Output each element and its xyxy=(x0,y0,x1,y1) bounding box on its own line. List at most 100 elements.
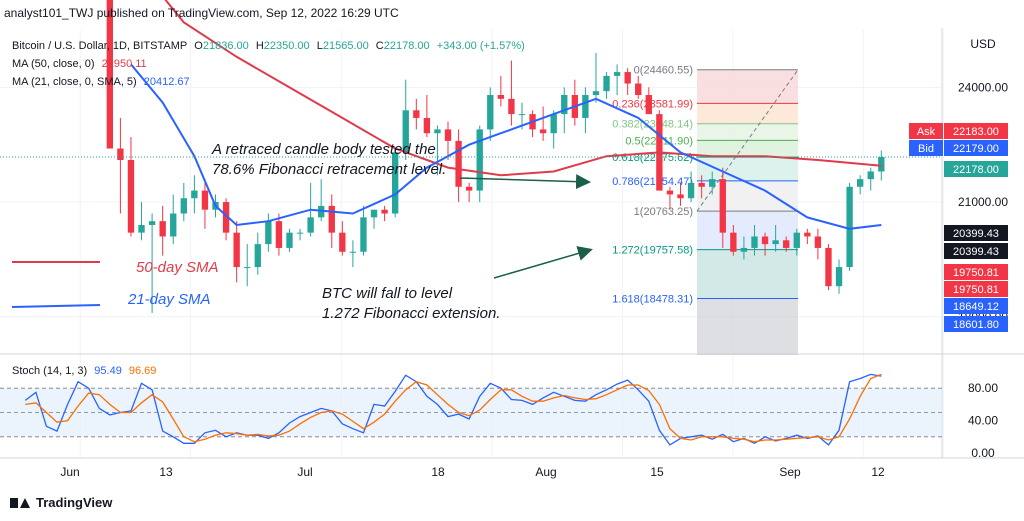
fibonacci-retracement[interactable]: 0(24460.55) 0.236(23581.99) 0.382(23048.14… xyxy=(612,65,799,355)
candle-body xyxy=(592,91,600,95)
candle-body xyxy=(434,129,441,134)
candle-body xyxy=(349,251,357,253)
candle-body xyxy=(402,110,409,153)
fib-level-label: 1.272(19757.58) xyxy=(612,245,693,257)
fib-zone xyxy=(697,211,798,250)
candle-body xyxy=(465,186,473,191)
low-value: L21565.00 xyxy=(316,40,369,52)
candle-body xyxy=(740,247,748,252)
fib-level-label: 1.618(18478.31) xyxy=(612,293,693,305)
candle-body xyxy=(550,114,557,134)
price-tag-name: Bid xyxy=(918,143,934,155)
fib-zone-bottom xyxy=(697,298,798,355)
fib-zone xyxy=(697,69,798,104)
candle-body xyxy=(666,190,674,195)
candle-body xyxy=(370,209,378,218)
candle-body xyxy=(265,221,272,245)
candle-body xyxy=(698,182,705,187)
fib-level-label: 0(24460.55) xyxy=(634,65,693,77)
price-tag-bg xyxy=(944,281,1008,297)
price-tick-label: 21000.00 xyxy=(958,195,1008,209)
candle-body xyxy=(328,205,335,233)
stoch-tick-label: 40.00 xyxy=(968,414,998,428)
candle-body xyxy=(423,117,431,134)
candle-body xyxy=(487,95,494,130)
candle-body xyxy=(244,267,251,269)
candle-body xyxy=(613,72,621,76)
stoch-tick-label: 80.00 xyxy=(968,381,998,395)
time-tick-label: Aug xyxy=(535,465,556,479)
candle-body xyxy=(254,244,261,268)
ma21-label-line xyxy=(11,304,101,308)
candle-body xyxy=(170,213,177,237)
ma21-annotation: 21-day SMA xyxy=(127,291,211,308)
ma50-annotation: 50-day SMA xyxy=(136,259,219,276)
candle-body xyxy=(857,179,864,187)
candle-body xyxy=(687,182,695,199)
price-tags: Ask 22183.00 Bid 22179.00 22178.00 20399.43 20… xyxy=(909,123,1008,332)
ma21-legend[interactable]: MA (21, close, 0, SMA, 5) 20412.67 xyxy=(12,76,194,88)
candle-body xyxy=(127,160,135,233)
candle-body xyxy=(624,72,631,84)
candle-body xyxy=(296,232,304,234)
candle-body xyxy=(878,157,885,172)
candle-body xyxy=(201,190,209,210)
candle-body xyxy=(117,148,124,160)
candle-body xyxy=(106,0,113,149)
price-tag-name: Ask xyxy=(917,126,936,138)
time-tick-label: 15 xyxy=(650,465,664,479)
candle-body xyxy=(138,225,145,233)
stoch-k-line xyxy=(24,373,882,446)
time-axis[interactable]: Jun 13 Jul 18 Aug 15 Sep 12 xyxy=(60,465,885,479)
candle-body xyxy=(518,114,526,116)
stoch-legend[interactable]: Stoch (14, 1, 3) 95.49 96.69 xyxy=(12,365,160,377)
price-tag-bg xyxy=(944,264,1008,280)
candle-body xyxy=(846,186,853,268)
time-tick-label: Jun xyxy=(60,465,79,479)
fib-level-label: 0.382(23048.14) xyxy=(612,119,693,131)
tradingview-logo[interactable]: TradingView xyxy=(10,495,112,510)
candle-body xyxy=(677,194,684,199)
change-value: +343.00 (+1.57%) xyxy=(436,40,525,52)
candle-body xyxy=(233,232,240,268)
candle-body xyxy=(603,75,610,92)
price-tag-name-bg xyxy=(909,123,943,139)
time-tick-label: 12 xyxy=(871,465,885,479)
annotation-arrow-fall xyxy=(493,246,593,279)
time-tick-label: 18 xyxy=(431,465,445,479)
candle-body xyxy=(867,171,874,180)
tradingview-icon xyxy=(10,497,30,509)
candle-body xyxy=(719,179,726,233)
candle-body xyxy=(392,152,399,214)
ma21-value: 20412.67 xyxy=(143,76,190,88)
fib-zone xyxy=(697,249,798,299)
candle-body xyxy=(148,221,156,225)
high-value: H22350.00 xyxy=(255,40,310,52)
candle-body xyxy=(561,95,568,115)
moving-averages xyxy=(0,0,942,308)
ma50-value: 21950.11 xyxy=(101,58,147,70)
fib-level-label: 1(20763.25) xyxy=(634,206,693,218)
ma50-legend[interactable]: MA (50, close, 0) 21950.11 xyxy=(12,58,151,70)
candle-body xyxy=(476,129,483,191)
price-tag-value: 22179.00 xyxy=(953,143,999,155)
stoch-tick-label: 0.00 xyxy=(971,446,995,460)
price-tag-bg xyxy=(944,225,1008,241)
stochastic-pane xyxy=(0,373,942,446)
symbol-title[interactable]: Bitcoin / U.S. Dollar, 1D, BITSTAMP xyxy=(12,40,188,52)
candle-body xyxy=(307,217,314,233)
candle-body xyxy=(455,140,462,187)
candle-body xyxy=(814,236,822,248)
price-tag-value: 19750.81 xyxy=(953,267,999,279)
candle-body xyxy=(286,232,293,248)
candle-body xyxy=(508,98,515,115)
ma50-line xyxy=(164,0,882,177)
annotation-retrace-line1: A retraced candle body tested the xyxy=(211,141,436,158)
stoch-label: Stoch (14, 1, 3) xyxy=(12,365,88,377)
price-tag-value: 18601.80 xyxy=(953,319,999,331)
ma50-label: MA (50, close, 0) xyxy=(12,58,95,70)
candle-body xyxy=(539,129,547,134)
price-tag-value: 19750.81 xyxy=(953,284,999,296)
candle-body xyxy=(381,209,388,214)
